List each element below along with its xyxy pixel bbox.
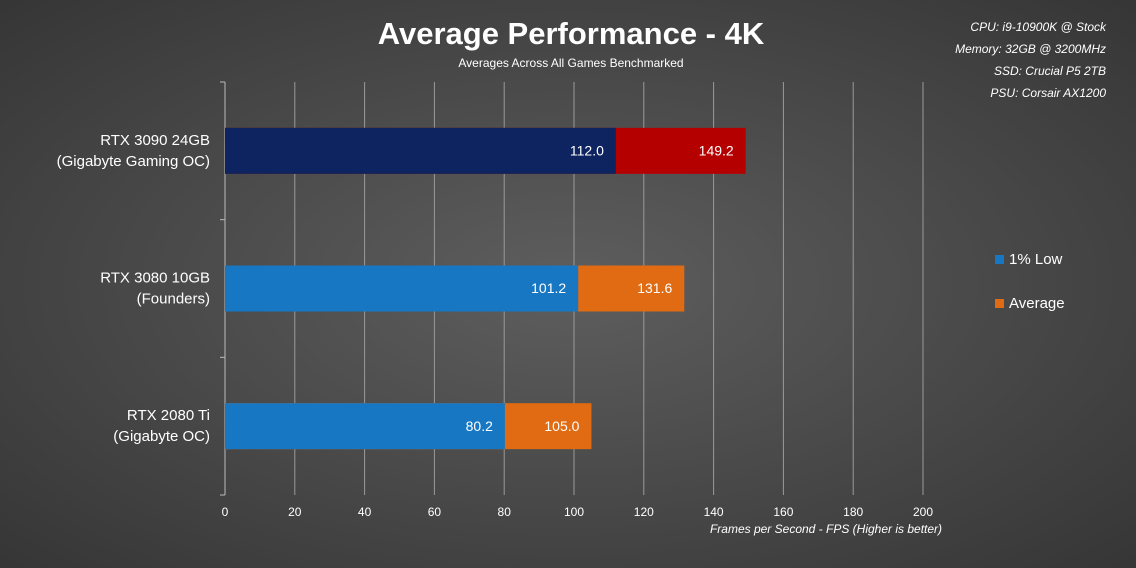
y-tick-label: RTX 3090 24GB <box>100 132 210 149</box>
value-label: 149.2 <box>699 143 734 159</box>
spec-note: Memory: 32GB @ 3200MHz <box>955 42 1106 56</box>
chart-subtitle: Averages Across All Games Benchmarked <box>458 56 683 70</box>
legend-label: Average <box>1009 295 1065 312</box>
value-label: 80.2 <box>466 418 493 434</box>
x-tick-label: 40 <box>358 505 372 519</box>
x-tick-label: 200 <box>913 505 933 519</box>
x-tick-label: 100 <box>564 505 584 519</box>
spec-note: SSD: Crucial P5 2TB <box>994 64 1106 78</box>
value-label: 105.0 <box>544 418 579 434</box>
x-tick-label: 180 <box>843 505 863 519</box>
value-label: 101.2 <box>531 280 566 296</box>
x-tick-label: 80 <box>498 505 512 519</box>
y-tick-label: (Founders) <box>137 290 210 307</box>
spec-note: CPU: i9-10900K @ Stock <box>970 20 1107 34</box>
x-tick-label: 120 <box>634 505 654 519</box>
chart-title: Average Performance - 4K <box>378 16 765 51</box>
y-tick-label: RTX 3080 10GB <box>100 269 210 286</box>
value-label: 131.6 <box>637 280 672 296</box>
spec-note: PSU: Corsair AX1200 <box>990 86 1106 100</box>
bar <box>225 403 505 450</box>
bar <box>225 127 616 174</box>
legend-swatch <box>995 299 1004 308</box>
x-tick-label: 20 <box>288 505 302 519</box>
bar <box>225 265 579 312</box>
y-tick-label: (Gigabyte OC) <box>113 428 210 445</box>
y-tick-label: RTX 2080 Ti <box>127 407 210 424</box>
legend-label: 1% Low <box>1009 251 1063 268</box>
x-tick-label: 0 <box>222 505 229 519</box>
x-tick-label: 140 <box>704 505 724 519</box>
x-tick-label: 60 <box>428 505 442 519</box>
x-tick-label: 160 <box>773 505 793 519</box>
y-tick-label: (Gigabyte Gaming OC) <box>57 153 210 170</box>
value-label: 112.0 <box>570 143 604 159</box>
x-axis-label: Frames per Second - FPS (Higher is bette… <box>710 522 942 536</box>
legend-swatch <box>995 255 1004 264</box>
